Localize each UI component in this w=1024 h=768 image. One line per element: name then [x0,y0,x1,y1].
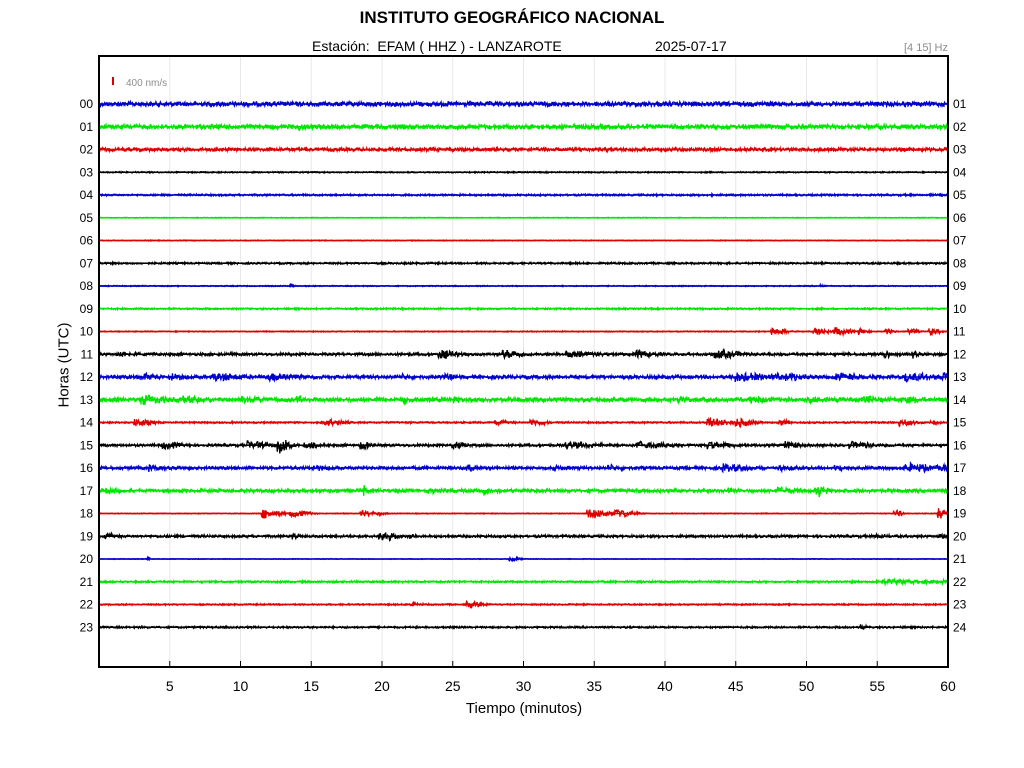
hour-label-right: 12 [953,347,967,361]
hour-label-right: 03 [953,143,967,157]
hour-label-left: 18 [80,507,94,521]
hour-label-right: 16 [953,438,967,452]
hour-label-right: 20 [953,529,967,543]
x-axis-label: Tiempo (minutos) [465,700,583,717]
frequency-band-label: [4 15] Hz [903,42,948,54]
x-tick-label: 25 [445,678,461,694]
hour-label-right: 10 [953,302,967,316]
hour-label-left: 22 [80,598,94,612]
hour-label-left: 01 [80,120,94,134]
date-label: 2025-07-17 [655,38,727,54]
x-tick-label: 5 [166,678,174,694]
hour-label-right: 21 [953,552,967,566]
x-tick-label: 35 [586,678,602,694]
hour-label-left: 10 [80,325,94,339]
hour-label-right: 11 [953,325,966,339]
hour-label-right: 17 [953,461,967,475]
hour-label-left: 17 [80,484,94,498]
hour-label-right: 23 [953,598,967,612]
hour-label-left: 19 [80,529,94,543]
scale-label: 400 nm/s [126,78,167,89]
hour-label-right: 05 [953,188,967,202]
x-tick-label: 10 [233,678,249,694]
hour-label-left: 14 [80,416,94,430]
hour-label-left: 21 [80,575,94,589]
hour-label-left: 04 [80,188,94,202]
hour-label-left: 07 [80,256,94,270]
hour-label-left: 09 [80,302,94,316]
hour-label-right: 04 [953,165,967,179]
x-tick-label: 15 [303,678,319,694]
hour-label-right: 15 [953,416,967,430]
hour-label-right: 08 [953,256,967,270]
hour-label-left: 11 [81,347,94,361]
x-tick-label: 45 [728,678,744,694]
hour-label-left: 20 [80,552,94,566]
hour-label-right: 24 [953,620,967,634]
hour-label-right: 22 [953,575,967,589]
x-tick-label: 20 [374,678,390,694]
hour-label-right: 19 [953,507,967,521]
hour-label-left: 03 [80,165,94,179]
hour-label-right: 13 [953,370,967,384]
scale-bar [112,77,114,85]
hour-label-left: 05 [80,211,94,225]
hour-label-left: 13 [80,393,94,407]
hour-label-left: 16 [80,461,94,475]
hour-label-right: 07 [953,234,967,248]
chart-title: INSTITUTO GEOGRÁFICO NACIONAL [359,8,665,27]
x-tick-label: 60 [940,678,956,694]
hour-label-right: 06 [953,211,967,225]
hour-label-right: 01 [953,97,967,111]
hour-label-left: 08 [80,279,94,293]
hour-label-right: 14 [953,393,967,407]
x-tick-label: 40 [657,678,673,694]
x-tick-label: 50 [799,678,815,694]
hour-label-left: 00 [80,97,94,111]
x-tick-label: 55 [869,678,885,694]
x-tick-label: 30 [516,678,532,694]
hour-label-left: 02 [80,143,94,157]
hour-label-left: 23 [80,620,94,634]
hour-label-right: 09 [953,279,967,293]
hour-label-left: 12 [80,370,94,384]
station-label: Estación: EFAM ( HHZ ) - LANZAROTE [312,38,562,54]
hour-label-right: 02 [953,120,967,134]
hour-label-left: 15 [80,438,94,452]
hour-label-left: 06 [80,234,94,248]
hour-label-right: 18 [953,484,967,498]
